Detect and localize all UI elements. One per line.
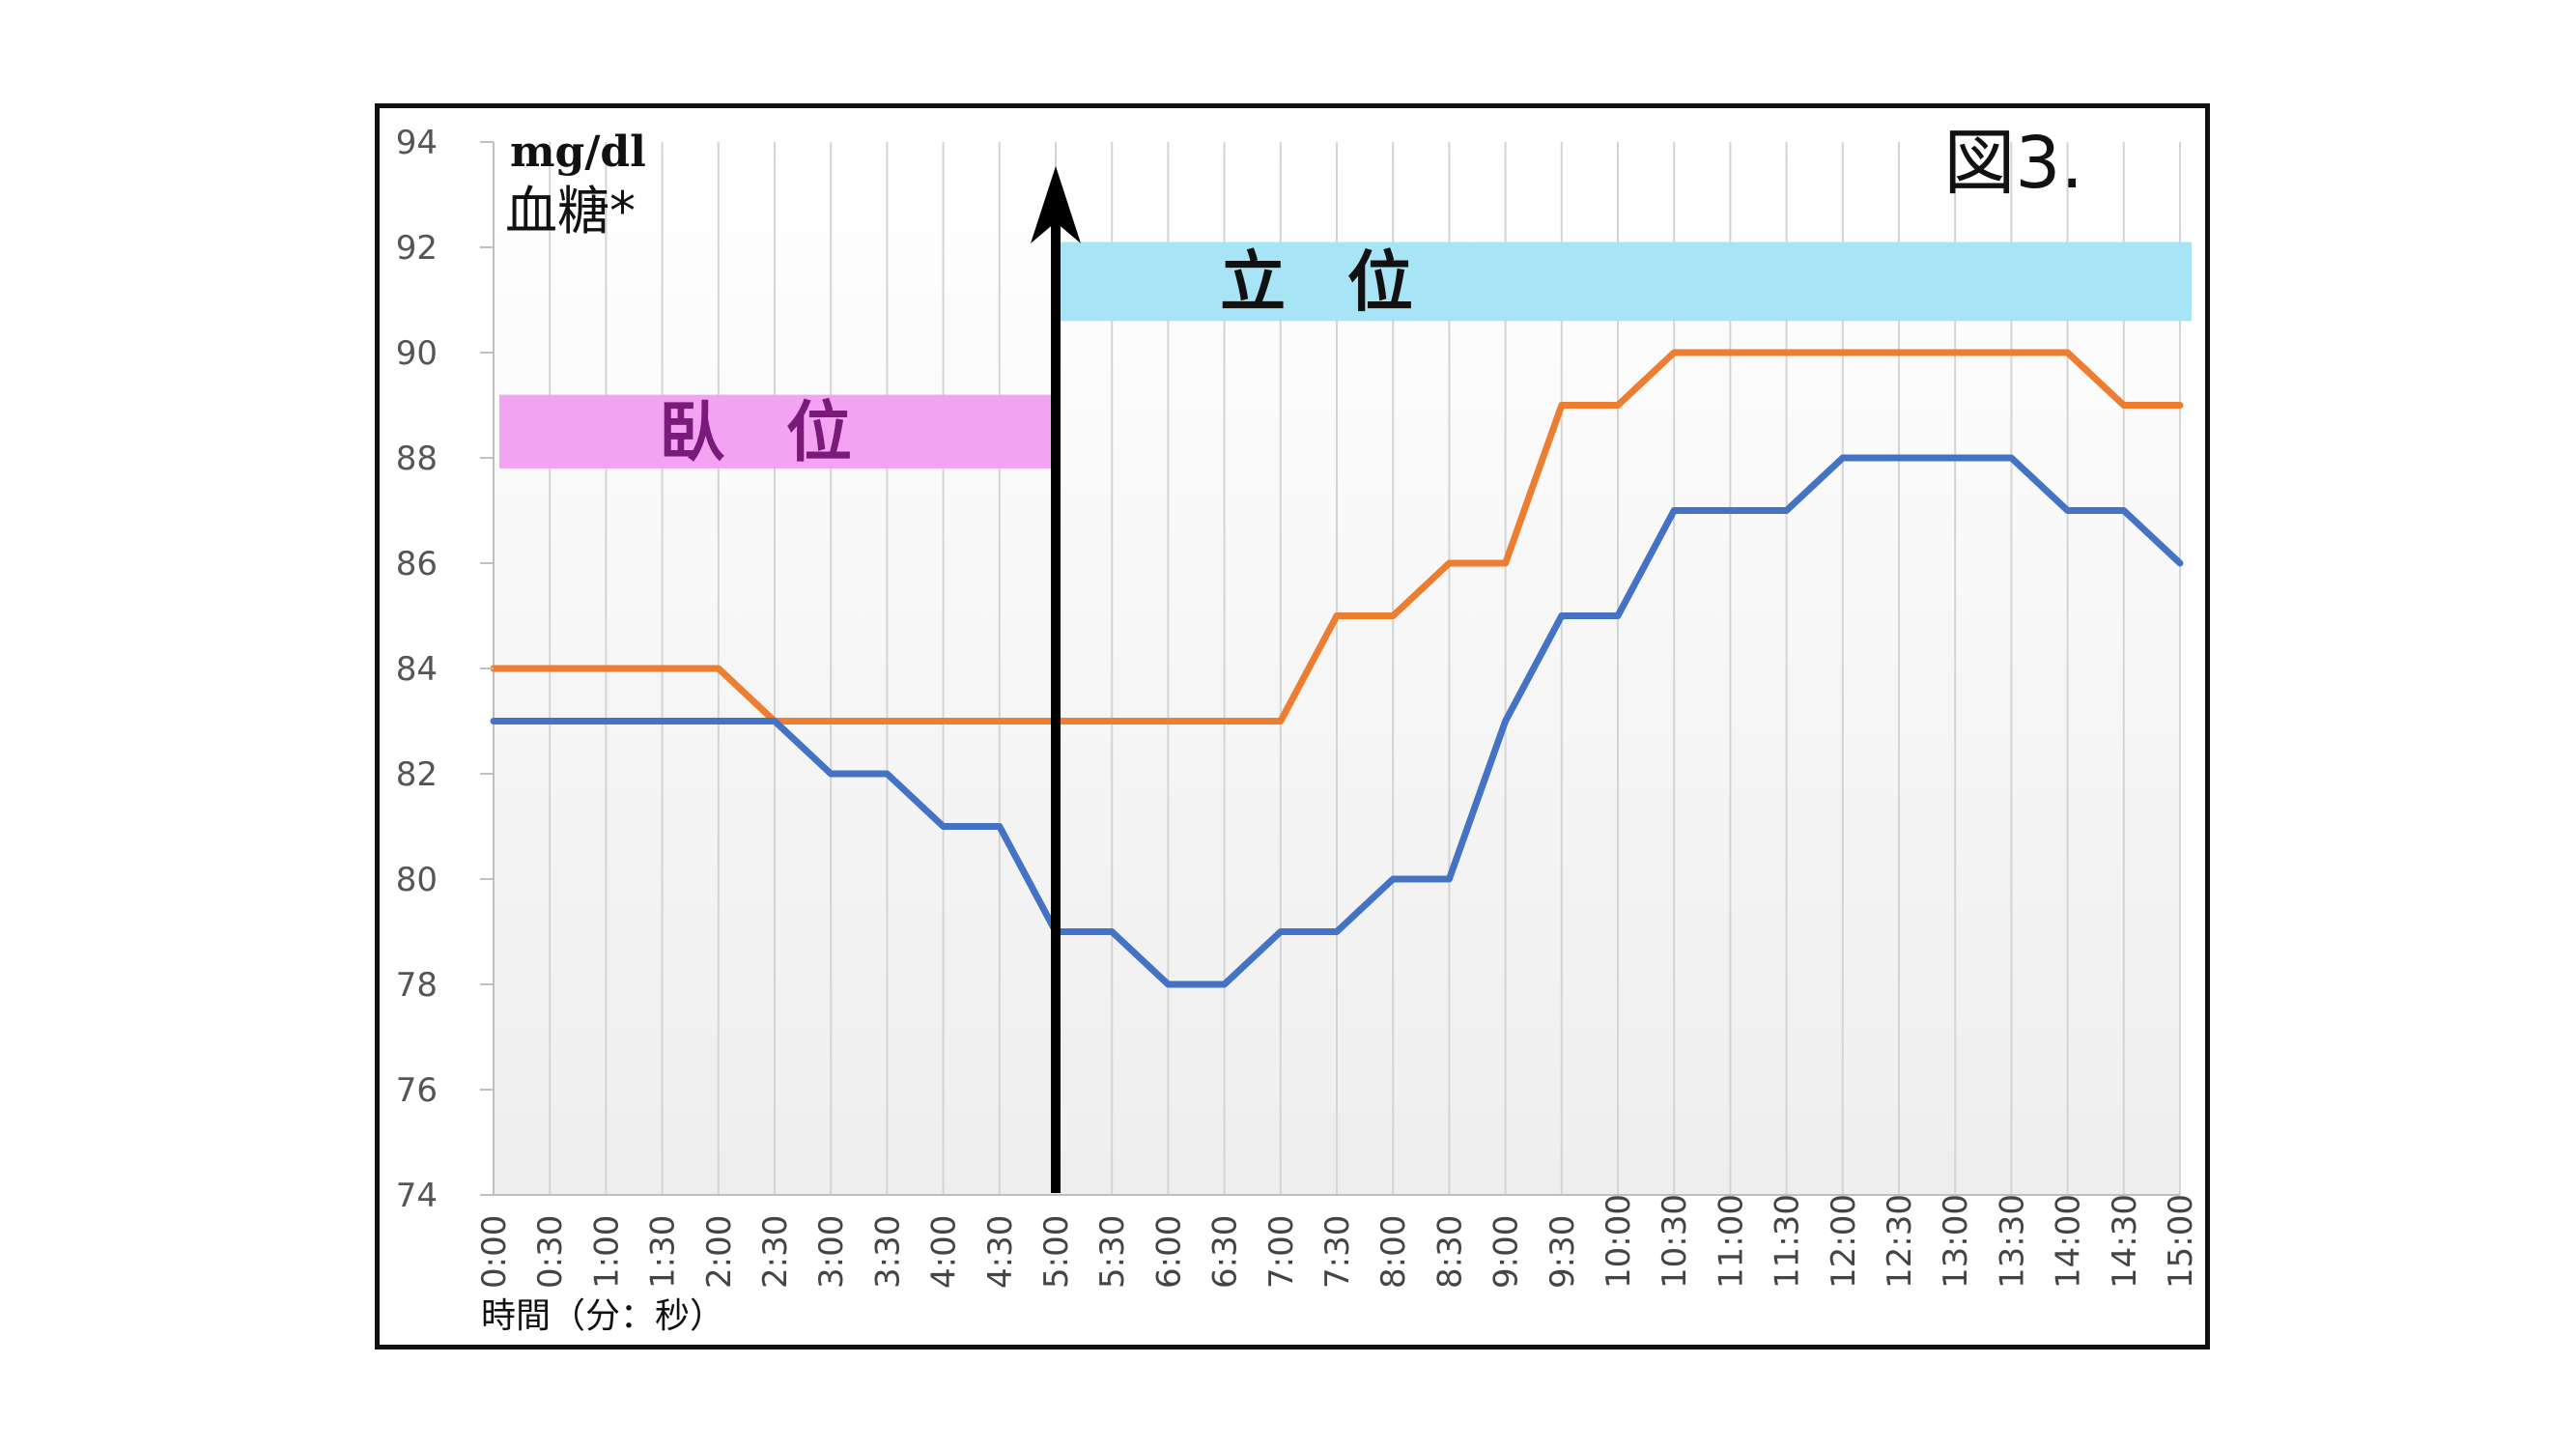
- y-axis-title: 血糖*: [505, 181, 636, 242]
- lying-band-label: 臥 位: [659, 395, 871, 471]
- x-tick-label: 5:00: [1037, 1215, 1076, 1289]
- y-tick-label: 82: [396, 755, 438, 794]
- figure-label: 図3.: [1943, 122, 2083, 205]
- x-tick-label: 7:30: [1318, 1215, 1357, 1289]
- x-axis-title: 時間（分：秒）: [481, 1296, 724, 1336]
- x-tick-label: 1:00: [587, 1215, 626, 1289]
- x-tick-label: 4:30: [981, 1215, 1020, 1289]
- x-tick-label: 5:30: [1093, 1215, 1132, 1289]
- blood-glucose-line-chart: 臥 位 立 位 74 76 78 80 82 84 86 88 90 92 94 0:00 0:30 1:0…: [396, 122, 2200, 1336]
- x-tick-label: 14:00: [2050, 1194, 2088, 1289]
- x-tick-label: 2:30: [756, 1215, 795, 1289]
- x-tick-label: 13:30: [1993, 1194, 2031, 1289]
- x-tick-label: 9:30: [1543, 1215, 1582, 1289]
- y-tick-label: 78: [396, 966, 438, 1005]
- y-tick-label: 90: [396, 334, 438, 373]
- x-tick-label: 13:00: [1937, 1194, 1975, 1289]
- standing-band-label: 立 位: [1220, 244, 1432, 321]
- axis-ticks: 74 76 78 80 82 84 86 88 90 92 94 0:00 0:30 1:00 1:30 2:…: [396, 124, 2200, 1289]
- x-tick-label: 4:00: [925, 1215, 964, 1289]
- lying-band: [499, 394, 1052, 469]
- x-tick-label: 10:00: [1599, 1194, 1638, 1289]
- arrow-head: [1031, 166, 1081, 243]
- x-tick-label: 7:00: [1262, 1215, 1301, 1289]
- y-tick-label: 80: [396, 861, 438, 899]
- y-tick-label: 76: [396, 1071, 438, 1110]
- series-line-blue: [490, 454, 2184, 988]
- x-tick-label: 11:00: [1712, 1194, 1750, 1289]
- x-tick-label: 8:30: [1430, 1215, 1469, 1289]
- x-tick-label: 11:30: [1769, 1194, 1807, 1289]
- standing-band: [1060, 242, 2192, 322]
- x-tick-label: 1:30: [644, 1215, 683, 1289]
- series-lines: [490, 166, 2184, 1193]
- x-tick-label: 9:00: [1487, 1215, 1526, 1289]
- unit-label: mg/dl: [510, 128, 646, 177]
- x-tick-label: 0:30: [531, 1215, 570, 1289]
- x-tick-label: 3:00: [812, 1215, 851, 1289]
- y-tick-label: 94: [396, 124, 438, 162]
- x-tick-label: 8:00: [1374, 1215, 1413, 1289]
- x-tick-label: 10:30: [1656, 1194, 1694, 1289]
- y-tick-label: 74: [396, 1177, 438, 1215]
- x-tick-label: 14:30: [2106, 1194, 2144, 1289]
- x-tick-label: 15:00: [2162, 1194, 2200, 1289]
- chart-frame: 臥 位 立 位 74 76 78 80 82 84 86 88 90 92 94 0:00 0:30 1:0…: [375, 103, 2210, 1350]
- posture-bands: 臥 位 立 位: [499, 242, 2192, 471]
- x-tick-label: 12:00: [1825, 1194, 1863, 1289]
- x-tick-label: 12:30: [1881, 1194, 1919, 1289]
- x-tick-label: 0:00: [475, 1215, 514, 1289]
- x-tick-label: 6:30: [1206, 1215, 1245, 1289]
- y-tick-label: 88: [396, 440, 438, 478]
- y-tick-label: 86: [396, 545, 438, 583]
- x-tick-label: 2:00: [700, 1215, 739, 1289]
- x-tick-label: 3:30: [868, 1215, 907, 1289]
- y-tick-label: 92: [396, 229, 438, 268]
- x-tick-label: 6:00: [1149, 1215, 1188, 1289]
- y-tick-label: 84: [396, 650, 438, 689]
